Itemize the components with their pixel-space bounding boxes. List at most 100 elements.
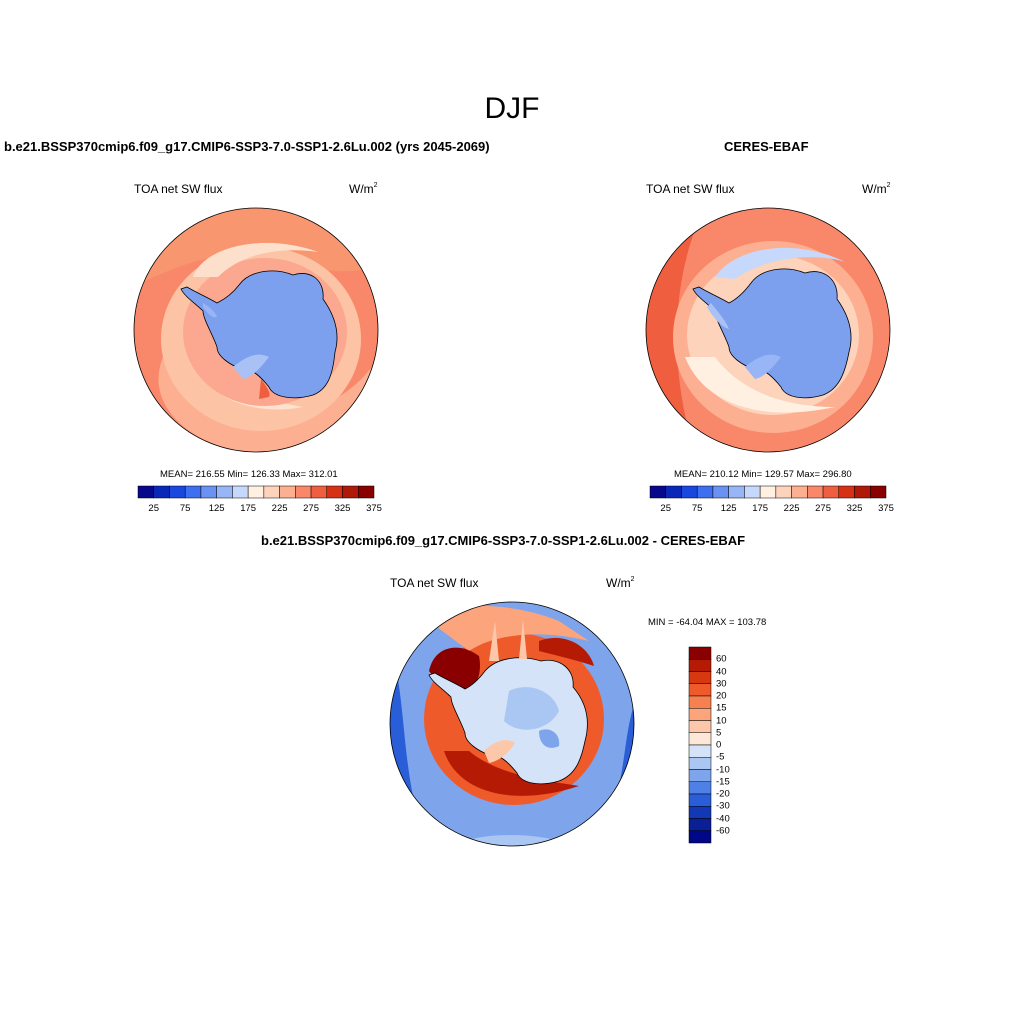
model-colorbar-tick-label: 125	[208, 503, 225, 514]
model-colorbar-swatch	[342, 485, 359, 499]
diff-colorbar-tick-label: 20	[716, 690, 727, 702]
obs-colorbar-swatch	[807, 485, 824, 499]
obs-colorbar-tick-label: 375	[878, 503, 894, 514]
diff-colorbar-tick-label: -10	[716, 764, 730, 775]
obs-colorbar-swatch	[728, 485, 745, 499]
model-colorbar-swatch	[200, 485, 217, 499]
obs-panel-title: CERES-EBAF	[724, 139, 809, 154]
obs-colorbar-swatch	[759, 485, 777, 499]
obs-colorbar-tick-label: 275	[815, 503, 831, 514]
diff-colorbar-swatch	[688, 720, 712, 733]
diff-colorbar-swatch	[688, 830, 712, 844]
diff-colorbar-tick-label: 40	[716, 666, 727, 677]
obs-colorbar-swatch	[838, 485, 855, 499]
diff-colorbar-ticks: 60 40 30 20 15 10 5 0 -5 -10 -15 -20 -30 -40 -60	[716, 647, 756, 843]
obs-polar-map	[645, 207, 891, 453]
model-colorbar-swatch	[232, 485, 249, 499]
diff-colorbar-tick-label: -30	[716, 800, 730, 812]
obs-unit-label: W/m2	[862, 182, 891, 196]
diff-colorbar-tick-label: -20	[716, 788, 730, 800]
diff-colorbar-tick-label: -40	[716, 813, 730, 824]
diff-stats: MIN = -64.04 MAX = 103.78	[648, 617, 767, 628]
diff-colorbar-tick-label: 5	[716, 727, 722, 739]
obs-stats: MEAN= 210.12 Min= 129.57 Max= 296.80	[674, 469, 852, 480]
obs-colorbar-tick-label: 75	[691, 503, 703, 514]
obs-map-border	[645, 207, 891, 453]
diff-map-border	[389, 601, 635, 847]
diff-colorbar-tick-label: -5	[716, 751, 725, 763]
diff-colorbar-swatch	[688, 781, 712, 795]
obs-colorbar-tick-label: 175	[752, 503, 769, 514]
model-unit-label: W/m2	[349, 182, 378, 196]
model-colorbar-swatch	[137, 485, 154, 499]
model-colorbar-swatch	[326, 485, 343, 499]
model-colorbar-swatch	[295, 485, 312, 499]
obs-colorbar-swatch	[854, 485, 871, 499]
diff-colorbar-tick-label: 0	[716, 739, 722, 751]
diff-colorbar-swatch	[688, 732, 712, 746]
diff-polar-map	[389, 601, 635, 847]
diff-colorbar-swatch	[688, 757, 712, 770]
obs-colorbar-tick-label: 125	[720, 503, 737, 514]
model-colorbar-tick-label: 375	[366, 503, 382, 514]
diff-variable-label: TOA net SW flux	[390, 576, 479, 590]
diff-colorbar-swatch	[688, 671, 712, 684]
obs-colorbar-swatch	[870, 485, 887, 499]
obs-colorbar-swatch	[822, 485, 840, 499]
model-colorbar-tick-label: 225	[271, 503, 288, 514]
model-colorbar-swatch	[153, 485, 170, 499]
model-polar-map	[133, 207, 379, 453]
obs-colorbar-swatch	[744, 485, 761, 499]
obs-colorbar-swatch	[696, 485, 714, 499]
diff-colorbar-swatch	[688, 695, 712, 709]
model-stats: MEAN= 216.55 Min= 126.33 Max= 312.01	[160, 469, 338, 480]
model-colorbar-tick-label: 25	[148, 503, 160, 514]
obs-colorbar-swatch	[665, 485, 682, 499]
diff-colorbar	[688, 646, 712, 844]
diff-colorbar-tick-label: 10	[716, 715, 727, 726]
obs-colorbar	[649, 485, 887, 499]
diff-colorbar-swatch	[688, 708, 712, 721]
obs-variable-label: TOA net SW flux	[646, 182, 735, 196]
diff-colorbar-swatch	[688, 793, 712, 807]
obs-colorbar-tick-label: 325	[846, 503, 863, 514]
obs-colorbar-swatch	[681, 485, 698, 499]
model-colorbar	[137, 485, 375, 499]
model-colorbar-swatch	[247, 485, 265, 499]
diff-colorbar-tick-label: -15	[716, 776, 730, 788]
diff-colorbar-tick-label: -60	[716, 825, 730, 837]
diff-colorbar-tick-label: 15	[716, 702, 727, 714]
diff-colorbar-tick-label: 30	[716, 678, 727, 690]
model-colorbar-swatch	[358, 485, 375, 499]
model-colorbar-ticks: 25 75 125 175 225 275 325 375	[138, 503, 382, 515]
obs-colorbar-ticks: 25 75 125 175 225 275 325 375	[650, 503, 894, 515]
model-colorbar-swatch	[184, 485, 202, 499]
model-panel-title: b.e21.BSSP370cmip6.f09_g17.CMIP6-SSP3-7.…	[4, 139, 490, 154]
model-colorbar-tick-label: 325	[334, 503, 351, 514]
diff-colorbar-swatch	[688, 744, 712, 758]
obs-colorbar-swatch	[775, 485, 792, 499]
diff-colorbar-swatch	[688, 806, 712, 819]
obs-colorbar-swatch	[712, 485, 729, 499]
diff-colorbar-swatch	[688, 659, 712, 672]
diff-colorbar-tick-label: 60	[716, 653, 727, 665]
figure-season-title: DJF	[484, 92, 540, 125]
diff-colorbar-swatch	[688, 818, 712, 831]
diff-colorbar-swatch	[688, 683, 712, 697]
model-colorbar-swatch	[279, 485, 296, 499]
obs-colorbar-tick-label: 25	[660, 503, 672, 514]
model-colorbar-tick-label: 75	[179, 503, 191, 514]
diff-panel-title: b.e21.BSSP370cmip6.f09_g17.CMIP6-SSP3-7.…	[261, 533, 746, 548]
model-colorbar-swatch	[169, 485, 186, 499]
model-colorbar-swatch	[216, 485, 233, 499]
model-colorbar-swatch	[310, 485, 328, 499]
model-variable-label: TOA net SW flux	[134, 182, 223, 196]
model-colorbar-tick-label: 175	[240, 503, 257, 514]
model-colorbar-tick-label: 275	[303, 503, 319, 514]
obs-colorbar-tick-label: 225	[783, 503, 800, 514]
diff-colorbar-swatch	[688, 769, 712, 782]
diff-unit-label: W/m2	[606, 576, 635, 590]
diff-colorbar-swatch	[688, 646, 712, 660]
obs-colorbar-swatch	[649, 485, 666, 499]
model-colorbar-swatch	[263, 485, 280, 499]
